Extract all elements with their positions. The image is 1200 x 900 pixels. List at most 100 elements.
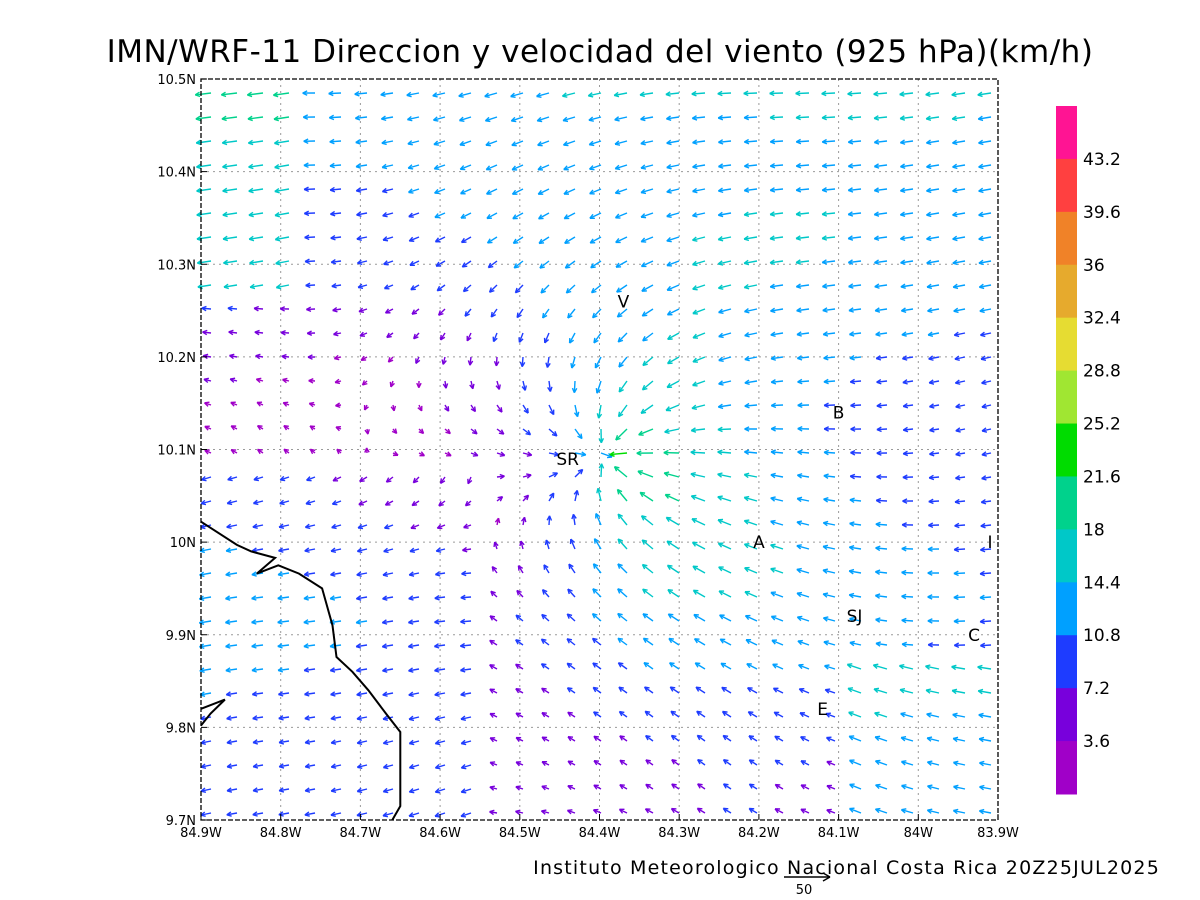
wind-vector [800,760,810,766]
colorbar-label: 21.6 [1083,467,1121,487]
wind-vector [981,403,992,409]
wind-vector [592,662,602,670]
wind-vector [489,785,498,791]
wind-vector [331,523,342,530]
wind-vector [200,499,212,506]
wind-vector [496,451,506,457]
wind-vector [434,595,446,601]
wind-vector [302,90,316,96]
x-tick-label: 84.5W [499,826,541,841]
wind-vector [225,691,238,697]
wind-vector [926,259,940,266]
wind-vector [955,427,966,433]
wind-vector [667,613,680,622]
wind-vector [515,761,524,767]
wind-vector [795,211,810,217]
wind-vector [336,448,342,455]
wind-vector [770,402,784,409]
wind-vector [900,711,914,718]
wind-vector [770,472,784,479]
wind-vector [361,380,368,386]
wind-vector [256,425,264,431]
wind-vector [356,547,368,554]
wind-vector [385,476,394,483]
wind-vector [492,332,498,343]
x-tick-label: 84.3W [658,826,700,841]
wind-vector [304,691,316,697]
city-label: V [618,292,630,312]
wind-vector [848,735,862,742]
wind-vector [849,807,862,814]
wind-vector [690,471,706,478]
colorbar-segment [1056,635,1077,689]
wind-vector [692,356,706,363]
wind-vector [439,476,446,484]
wind-vector [671,759,680,766]
wind-vector [359,476,368,483]
wind-vector [515,809,524,816]
wind-vector [248,211,264,218]
wind-vector [330,691,342,697]
wind-vector [329,595,342,601]
wind-vector [618,356,628,368]
wind-vector [196,187,212,194]
wind-vector [979,570,992,577]
wind-vector [744,449,758,455]
wind-vector [304,739,316,745]
wind-vector [822,520,836,527]
wind-vector [389,380,395,388]
wind-vector [309,448,316,455]
wind-vector [460,594,472,601]
wind-vector [981,451,992,457]
wind-vector [797,425,810,432]
wind-vector [770,543,784,550]
wind-vector [411,500,420,507]
wind-vector [381,139,394,146]
wind-vector [980,642,992,649]
wind-vector [304,811,316,817]
wind-vector [925,688,940,694]
wind-vector [798,663,810,670]
wind-vector [770,307,784,314]
wind-vector [849,473,862,480]
wind-vector [902,474,914,481]
wind-vector [978,139,992,146]
wind-vector [444,404,450,412]
wind-vector [691,90,706,97]
wind-vector [486,236,498,244]
wind-vector [744,402,758,409]
wind-vector [822,568,836,574]
wind-vector [744,308,758,314]
wind-vector [595,380,602,394]
wind-vector [489,737,498,743]
wind-vector [980,331,992,338]
wind-vector [470,428,478,435]
wind-vector [645,783,654,790]
wind-vector [800,808,810,814]
wind-vector [493,541,499,550]
wind-vector [876,402,888,409]
wind-vector [222,235,238,242]
wind-vector [952,235,966,242]
wind-vector [380,91,394,97]
wind-vector [799,712,810,718]
wind-vector [589,164,602,171]
wind-vector [642,356,654,367]
wind-vector [203,377,212,384]
wind-vector [391,428,398,435]
wind-vector [873,211,888,217]
wind-vector [547,380,553,392]
wind-vector [769,114,784,121]
wind-vector [381,187,394,194]
wind-vector [407,164,420,170]
wind-vector [522,451,533,457]
wind-vector [978,808,992,815]
x-tick-label: 84.2W [738,826,780,841]
wind-vector [642,637,654,646]
wind-vector [304,234,316,241]
wind-vector [717,236,732,242]
wind-vector [201,305,212,312]
wind-vector [302,114,316,120]
wind-vector [201,475,212,482]
wind-vector [303,619,316,625]
